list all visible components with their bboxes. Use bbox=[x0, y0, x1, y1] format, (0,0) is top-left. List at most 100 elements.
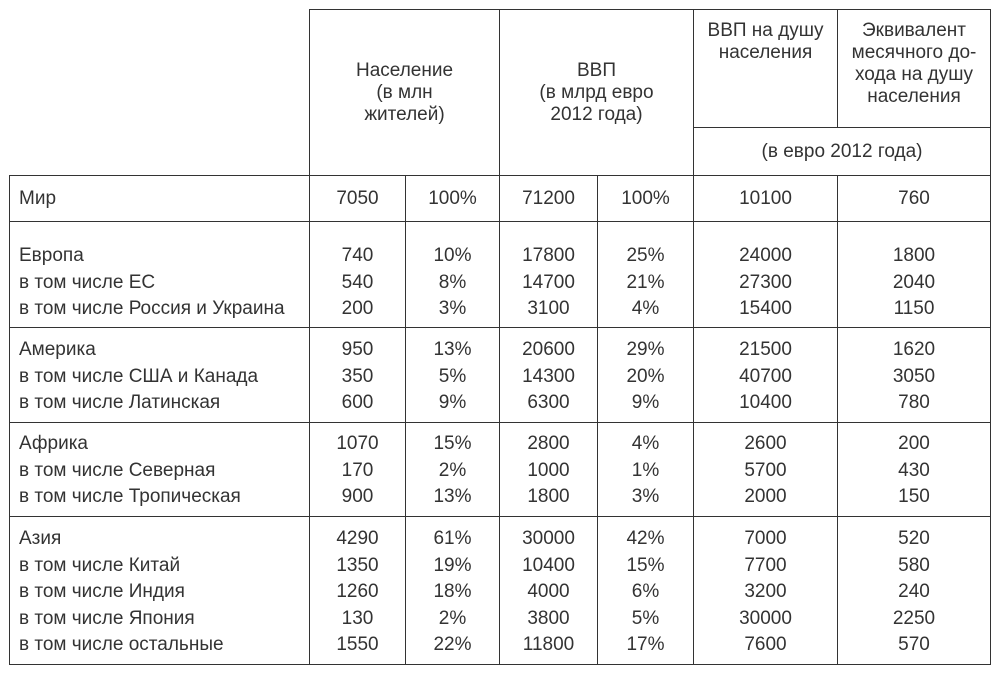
table-row-world: Мир 7050 100% 71200 100% 10100 760 bbox=[9, 175, 991, 222]
header-text: Население bbox=[355, 59, 454, 81]
header-subrow: (в евро 2012 года) bbox=[10, 127, 991, 176]
population-share: 18% bbox=[433, 581, 472, 603]
population-share: 10% bbox=[433, 245, 472, 266]
population-share: 9% bbox=[438, 392, 467, 414]
region-name: в том числе Китай bbox=[19, 554, 181, 576]
monthly-income-value: 2040 bbox=[892, 271, 936, 293]
table-row-group: Америка в том числе США и Канада в том чис… bbox=[9, 327, 991, 423]
header-gdp: ВВП (в млрд евро 2012 года) bbox=[499, 9, 694, 176]
population-share-cell: 61% 19% 18% 2% 22% bbox=[405, 516, 500, 665]
gdp-value: 3800 bbox=[527, 607, 570, 629]
gdp-per-capita-value-cell: 2600 5700 2000 bbox=[693, 422, 838, 517]
gdp-per-capita-value-cell: 24000 27300 15400 bbox=[693, 221, 838, 328]
monthly-income-value: 760 bbox=[837, 175, 991, 222]
table-row-group: Европа в том числе ЕС в том числе Россия и… bbox=[9, 221, 991, 328]
gdp-value: 1000 bbox=[527, 459, 570, 481]
population-value: 1350 bbox=[336, 554, 379, 576]
monthly-income-value: 570 bbox=[898, 634, 930, 656]
gdp-share-cell: 42% 15% 6% 5% 17% bbox=[597, 516, 694, 665]
header-text: Эквивалент bbox=[862, 20, 966, 41]
gdp-share: 42% bbox=[626, 528, 665, 549]
gdp-value-cell: 2800 1000 1800 bbox=[499, 422, 598, 517]
header-text: населения bbox=[867, 86, 961, 107]
population-value: 350 bbox=[341, 365, 374, 387]
population-value: 1070 bbox=[336, 433, 379, 454]
header-text: (в млн bbox=[376, 81, 433, 103]
gdp-share: 1% bbox=[631, 459, 660, 481]
gdp-value-cell: 17800 14700 3100 bbox=[499, 221, 598, 328]
gdp-per-capita-value: 30000 bbox=[739, 607, 792, 629]
header-population: Население (в млн жителей) bbox=[309, 9, 500, 176]
population-share-cell: 13% 5% 9% bbox=[405, 327, 500, 423]
gdp-share: 100% bbox=[597, 175, 694, 222]
gdp-share-cell: 25% 21% 4% bbox=[597, 221, 694, 328]
population-value-cell: 4290 1350 1260 130 1550 bbox=[309, 516, 406, 665]
gdp-share: 3% bbox=[631, 486, 660, 508]
population-share: 5% bbox=[438, 365, 467, 387]
gdp-share: 4% bbox=[631, 433, 660, 454]
gdp-value: 3100 bbox=[527, 298, 570, 320]
gdp-per-capita-value: 2600 bbox=[744, 433, 787, 454]
gdp-value: 2800 bbox=[527, 433, 570, 454]
header-text: хода на душу bbox=[854, 64, 974, 85]
gdp-per-capita-value: 2000 bbox=[744, 486, 787, 508]
gdp-value-cell: 30000 10400 4000 3800 11800 bbox=[499, 516, 598, 665]
gdp-value-cell: 20600 14300 6300 bbox=[499, 327, 598, 423]
population-value: 900 bbox=[341, 486, 374, 508]
header-text: (в млрд евро bbox=[539, 81, 654, 103]
population-share: 19% bbox=[433, 554, 472, 576]
gdp-value: 4000 bbox=[527, 581, 570, 603]
region-name: в том числе Россия и Украина bbox=[19, 298, 285, 320]
header-text: 2012 года) bbox=[550, 103, 643, 125]
region-name: в том числе Индия bbox=[19, 581, 185, 603]
gdp-per-capita-value: 7600 bbox=[744, 634, 787, 656]
region-name: в том числе Латинская bbox=[19, 392, 221, 414]
header-row: Население (в млн жителей) ВВП (в млрд ев… bbox=[9, 9, 991, 176]
population-value: 170 bbox=[341, 459, 374, 481]
gdp-value: 30000 bbox=[522, 528, 575, 549]
gdp-value: 14700 bbox=[522, 271, 575, 293]
region-name: в том числе ЕС bbox=[19, 271, 156, 293]
population-value: 1260 bbox=[336, 581, 379, 603]
monthly-income-value: 520 bbox=[898, 528, 930, 549]
region-name: Африка bbox=[19, 433, 88, 454]
header-text: ВВП bbox=[576, 59, 616, 81]
population-value: 600 bbox=[341, 392, 374, 414]
monthly-income-value: 3050 bbox=[892, 365, 936, 387]
region-name: Европа bbox=[19, 245, 84, 266]
region-name: Америка bbox=[19, 339, 96, 360]
gdp-per-capita-value: 21500 bbox=[739, 339, 792, 360]
header-currency-note: (в евро 2012 года) bbox=[693, 127, 991, 176]
gdp-value: 10400 bbox=[522, 554, 575, 576]
header-text: ВВП на душу bbox=[707, 20, 824, 41]
gdp-share: 21% bbox=[626, 271, 665, 293]
region-name-cell: Европа в том числе ЕС в том числе Россия и… bbox=[9, 221, 310, 328]
gdp-share: 20% bbox=[626, 365, 665, 387]
monthly-income-value: 430 bbox=[898, 459, 930, 481]
gdp-share: 5% bbox=[631, 607, 660, 629]
region-name: в том числе США и Канада bbox=[19, 365, 259, 387]
monthly-income-value: 1800 bbox=[892, 245, 936, 266]
gdp-share: 6% bbox=[631, 581, 660, 603]
population-value: 1550 bbox=[336, 634, 379, 656]
population-share: 2% bbox=[438, 607, 467, 629]
gdp-value: 1800 bbox=[527, 486, 570, 508]
population-value: 4290 bbox=[336, 528, 379, 549]
header-corner bbox=[9, 9, 310, 176]
population-value: 130 bbox=[341, 607, 374, 629]
population-value: 740 bbox=[341, 245, 374, 266]
population-value: 540 bbox=[341, 271, 374, 293]
gdp-per-capita-value-cell: 21500 40700 10400 bbox=[693, 327, 838, 423]
gdp-share: 15% bbox=[626, 554, 665, 576]
gdp-per-capita-value: 27300 bbox=[739, 271, 792, 293]
header-text: жителей) bbox=[364, 103, 445, 125]
region-name: Мир bbox=[9, 175, 310, 222]
gdp-value: 17800 bbox=[522, 245, 575, 266]
region-name: в том числе Тропическая bbox=[19, 486, 241, 508]
header-gdp-per-capita: ВВП на душу населения bbox=[693, 9, 838, 128]
monthly-income-value: 780 bbox=[898, 392, 930, 414]
gdp-share: 4% bbox=[631, 298, 660, 320]
population-value: 7050 bbox=[309, 175, 406, 222]
gdp-per-capita-value: 40700 bbox=[739, 365, 792, 387]
region-name: Азия bbox=[19, 528, 62, 549]
